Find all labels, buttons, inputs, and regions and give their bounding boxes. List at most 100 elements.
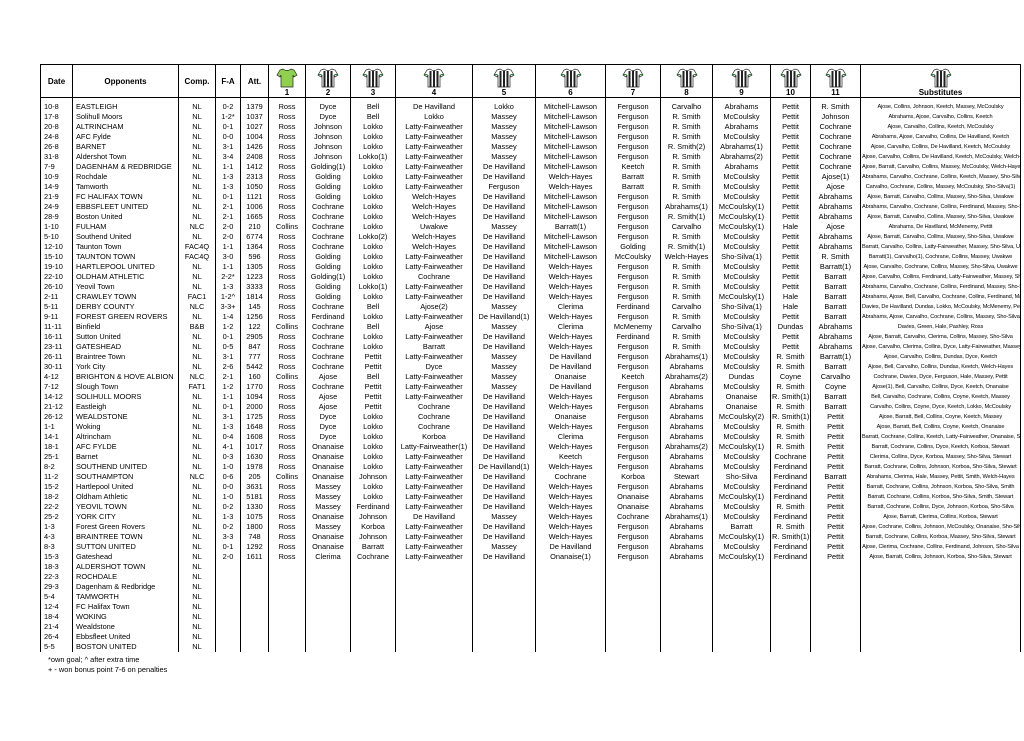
table-row: 24-9 EBBSFLEET UNITED NL 2-1 1006 Ross Cochran… <box>40 202 1021 212</box>
table-cell: 15-2 <box>40 482 73 492</box>
table-cell: Latty-Fairweather <box>395 472 473 482</box>
empty-cell <box>770 572 811 582</box>
table-cell: Pettit <box>770 282 811 292</box>
empty-cell <box>215 582 241 592</box>
empty-cell <box>305 592 351 602</box>
results-sheet: Date Opponents Comp. F-A Att. 1 2 3 4 5 6 7 8 9 10 11 Su… <box>40 64 1021 652</box>
table-cell: NL <box>178 122 216 132</box>
empty-cell <box>268 562 306 572</box>
column-header: Att. <box>240 64 269 98</box>
table-cell: Boston United <box>72 212 179 222</box>
table-cell: 0-6 <box>215 472 241 482</box>
table-cell: Pettit <box>810 542 861 552</box>
table-cell: R. Smith <box>770 442 811 452</box>
table-cell: Onanaise <box>305 462 351 472</box>
table-cell: Massey <box>472 142 536 152</box>
table-cell: Pettit <box>770 112 811 122</box>
table-cell: 1-1 <box>215 242 241 252</box>
empty-cell <box>350 592 396 602</box>
table-cell: Ross <box>268 192 306 202</box>
table-cell: 14-1 <box>40 432 73 442</box>
table-cell: Aldershot Town <box>72 152 179 162</box>
empty-cell <box>240 642 269 652</box>
table-row: 9-11 FOREST GREEN ROVERS NL 1-4 1256 Ross Ferd… <box>40 312 1021 322</box>
table-cell: Uwakwe <box>395 222 473 232</box>
table-cell: De Havilland <box>472 552 536 562</box>
table-cell: R. Smith <box>770 502 811 512</box>
table-cell: De Havilland <box>535 542 606 552</box>
table-cell: 3-0 <box>215 252 241 262</box>
table-cell: 1-1 <box>40 422 73 432</box>
empty-cell <box>472 582 536 592</box>
table-cell: Latty-Fairweather <box>395 452 473 462</box>
table-cell: Abrahams(2) <box>660 372 713 382</box>
empty-cell <box>660 592 713 602</box>
table-cell: Welch-Hayes <box>395 232 473 242</box>
table-cell: 1-3 <box>215 182 241 192</box>
table-cell: Welch-Hayes <box>535 182 606 192</box>
empty-cell <box>810 632 861 642</box>
table-cell: 5-5 <box>40 642 73 652</box>
empty-cell <box>305 562 351 572</box>
table-cell: Welch-Hayes <box>535 332 606 342</box>
table-cell: R. Smith <box>660 342 713 352</box>
empty-cell <box>660 612 713 622</box>
table-cell: 18-4 <box>40 612 73 622</box>
table-cell: Massey <box>472 322 536 332</box>
column-header: 6 <box>535 64 606 98</box>
table-cell: 1330 <box>240 502 269 512</box>
table-cell: 18-2 <box>40 492 73 502</box>
table-cell: Cochrane <box>810 132 861 142</box>
table-cell: R. Smith <box>770 432 811 442</box>
table-cell: R. Smith <box>660 192 713 202</box>
table-cell: NL <box>178 442 216 452</box>
table-row: 5-10 Southend United NL 2-0 6774 Ross Cochrane… <box>40 232 1021 242</box>
table-cell: Ross <box>268 422 306 432</box>
table-cell: Lokko <box>350 452 396 462</box>
table-row: 29-3 Dagenham & Redbridge NL <box>40 582 1021 592</box>
empty-cell <box>712 612 771 622</box>
table-cell: 26-12 <box>40 412 73 422</box>
table-cell: Bell, Carvalho, Cochrane, Collins, Coyne… <box>860 392 1021 402</box>
table-row: 22-2 YEOVIL TOWN NL 0-2 1330 Ross Massey Ferdin… <box>40 502 1021 512</box>
table-cell: Lokko <box>350 432 396 442</box>
table-cell: Abrahams <box>660 492 713 502</box>
table-cell: 2-11 <box>40 292 73 302</box>
empty-cell <box>810 612 861 622</box>
table-cell: Barratt <box>712 522 771 532</box>
table-cell: Davies, Green, Hale, Pashley, Ross <box>860 322 1021 332</box>
table-cell: De Havilland <box>472 232 536 242</box>
table-cell: Cochrane <box>305 322 351 332</box>
table-cell: De Havilland <box>472 272 536 282</box>
table-cell: De Havilland <box>472 192 536 202</box>
table-cell: BRIGHTON & HOVE ALBION <box>72 372 179 382</box>
table-cell: 1-1 <box>215 262 241 272</box>
empty-cell <box>712 632 771 642</box>
table-row: 19-10 HARTLEPOOL UNITED NL 1-1 1305 Ross Goldi… <box>40 262 1021 272</box>
table-cell: Ajose, Carvalho, Collins, De Havilland, … <box>860 142 1021 152</box>
column-header-label: Substitutes <box>918 88 963 97</box>
table-cell: 11-11 <box>40 322 73 332</box>
table-cell: Pettit <box>770 232 811 242</box>
empty-cell <box>810 582 861 592</box>
table-cell: Mitchell-Lawson <box>535 162 606 172</box>
table-cell: 3-3+ <box>215 302 241 312</box>
table-cell: Bell <box>350 97 396 112</box>
table-cell: 1-10 <box>40 222 73 232</box>
table-cell: 23-11 <box>40 342 73 352</box>
table-cell: 1725 <box>240 412 269 422</box>
table-cell: Ajose, Barratt, Clerima, Collins, Korboa… <box>860 512 1021 522</box>
empty-cell <box>605 612 661 622</box>
table-cell: Ross <box>268 142 306 152</box>
table-cell: Barratt(1) <box>810 262 861 272</box>
table-cell: Barratt <box>810 402 861 412</box>
table-cell: R. Smith <box>660 132 713 142</box>
table-cell: Pettit <box>770 192 811 202</box>
empty-cell <box>215 612 241 622</box>
table-cell: Golding <box>305 252 351 262</box>
table-cell: Latty-Fairweather <box>395 372 473 382</box>
table-cell: ROCHDALE <box>72 572 179 582</box>
table-cell: Mitchell-Lawson <box>535 152 606 162</box>
table-cell: Barratt, Cochrane, Collins, Johnson, Kor… <box>860 462 1021 472</box>
table-cell: 0-2 <box>215 502 241 512</box>
